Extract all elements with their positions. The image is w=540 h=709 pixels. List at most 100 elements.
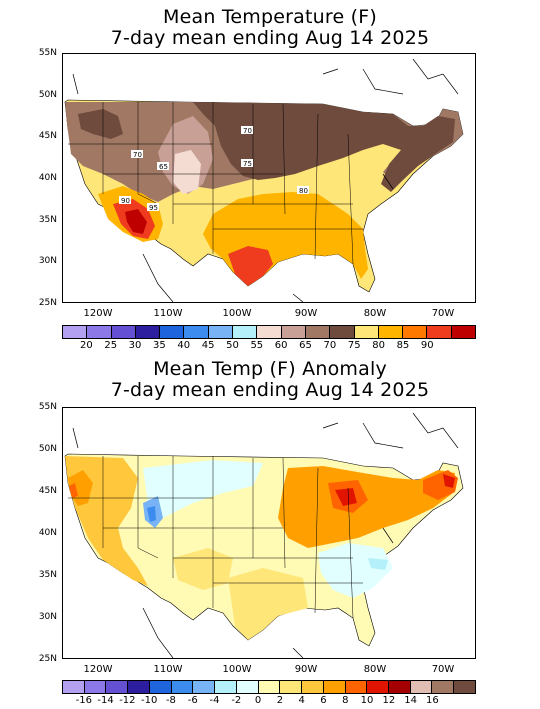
lat-tick-label: 40N <box>38 528 57 538</box>
colorbar-label: 90 <box>420 340 434 351</box>
sw-darkred <box>125 209 147 234</box>
colorbar-label: 50 <box>226 340 239 351</box>
colorbar-label: 40 <box>177 340 191 351</box>
colorbar-label: 65 <box>299 340 312 351</box>
colorbar-label: 12 <box>382 695 396 706</box>
dark-brown-west <box>78 109 123 139</box>
lat-tick-label: 50N <box>38 89 57 100</box>
top-map-svg: 70 70 65 75 80 90 95 <box>64 58 464 302</box>
lat-tick-label: 55N <box>38 48 57 58</box>
colorbar-label: 20 <box>79 340 93 351</box>
lat-tick-label: 25N <box>38 298 57 308</box>
outline-borders <box>72 58 459 302</box>
colorbar-swatch <box>106 681 129 693</box>
anom-ne-orange <box>278 466 455 548</box>
colorbar-label: -10 <box>140 695 158 706</box>
anom-south-yellow <box>228 568 308 640</box>
colorbar-swatch <box>63 326 88 338</box>
colorbar-swatch <box>215 681 237 693</box>
anom-se-blue2 <box>368 558 388 570</box>
colorbar-swatch <box>378 326 404 338</box>
colorbar-label: 16 <box>426 695 439 706</box>
colorbar-swatch <box>257 326 282 338</box>
colorbar-label: 70 <box>323 340 337 351</box>
bottom-title-line2: 7-day mean ending Aug 14 2025 <box>110 379 430 401</box>
bottom-title-line1: Mean Temp (F) Anomaly <box>153 358 387 380</box>
anom-central-orange <box>173 548 233 590</box>
colorbar-swatch <box>454 681 475 693</box>
colorbar-label: 0 <box>254 695 262 706</box>
anom-se-blue <box>318 543 393 598</box>
colorbar-label: 35 <box>153 340 166 351</box>
bottom-colorbar <box>62 680 476 694</box>
anom-maine-darkred <box>443 474 455 488</box>
lat-tick-label: 30N <box>38 256 57 267</box>
colorbar-label: 10 <box>360 695 374 706</box>
lon-tick-label: 80W <box>363 308 387 319</box>
colorbar-label: 80 <box>372 340 385 351</box>
colorbar-swatch <box>367 681 390 693</box>
lon-tick-label: 110W <box>153 664 183 675</box>
colorbar-label: 2 <box>276 695 284 706</box>
colorbar-label: -2 <box>231 695 242 706</box>
lat-tick-label: 55N <box>38 402 57 412</box>
lon-tick-label: 120W <box>83 664 113 675</box>
contour-label: 70 <box>243 127 252 135</box>
colorbar-label: 45 <box>201 340 215 351</box>
outline-borders-anom <box>72 412 459 658</box>
lon-tick-label: 80W <box>363 664 387 675</box>
contour-label: 75 <box>243 160 252 168</box>
colorbar-label: -8 <box>165 695 176 706</box>
colorbar-swatch <box>208 326 234 338</box>
colorbar-swatch <box>389 681 411 693</box>
top-colorbar <box>62 325 476 339</box>
lat-tick-label: 45N <box>38 486 57 496</box>
contour-labels: 70 70 65 75 80 90 95 <box>119 126 309 212</box>
colorbar-swatch <box>149 681 172 693</box>
colorbar-swatch <box>305 326 331 338</box>
colorbar-swatch <box>63 681 85 693</box>
colorbar-swatch <box>111 326 136 338</box>
colorado-cool <box>173 150 201 194</box>
colorbar-swatch <box>236 681 259 693</box>
lon-tick-label: 120W <box>83 308 113 319</box>
colorbar-swatch <box>410 681 433 693</box>
colorbar-label: 60 <box>274 340 288 351</box>
lon-tick-label: 70W <box>431 664 455 675</box>
contour-label: 65 <box>159 163 168 171</box>
colorbar-swatch <box>330 326 355 338</box>
colorbar-label: 4 <box>298 695 305 706</box>
colorbar-swatch <box>345 681 368 693</box>
colorbar-label: 75 <box>347 340 361 351</box>
state-borders <box>68 102 363 265</box>
colorbar-label: 25 <box>104 340 118 351</box>
colorbar-swatch <box>427 326 452 338</box>
dark-brown-band <box>193 102 455 192</box>
colorbar-swatch <box>354 326 379 338</box>
colorbar-swatch <box>87 326 112 338</box>
lat-tick-label: 25N <box>38 654 57 664</box>
colorbar-swatch <box>323 681 346 693</box>
colorbar-swatch <box>403 326 428 338</box>
lon-tick-label: 100W <box>222 308 252 319</box>
lon-tick-label: 90W <box>294 664 318 675</box>
lat-tick-label: 50N <box>38 444 57 454</box>
lon-tick-label: 90W <box>294 308 318 319</box>
colorbar-swatch <box>184 326 209 338</box>
top-title-line1: Mean Temperature (F) <box>163 6 377 28</box>
bottom-anomaly-map <box>62 407 476 659</box>
anom-west-red <box>69 483 78 498</box>
contour-label: 70 <box>133 151 142 159</box>
contour-label: 95 <box>149 204 158 212</box>
colorbar-swatch <box>171 681 194 693</box>
colorbar-swatch <box>280 681 303 693</box>
lon-tick-label: 100W <box>222 664 252 675</box>
colorbar-label: 85 <box>396 340 410 351</box>
colorbar-swatch <box>84 681 107 693</box>
colorbar-label: 55 <box>250 340 264 351</box>
colorbar-swatch <box>281 326 306 338</box>
lon-tick-label: 70W <box>431 308 455 319</box>
contour-label: 80 <box>299 187 308 195</box>
colorbar-label: -16 <box>75 695 92 706</box>
colorbar-label: 14 <box>404 695 417 706</box>
